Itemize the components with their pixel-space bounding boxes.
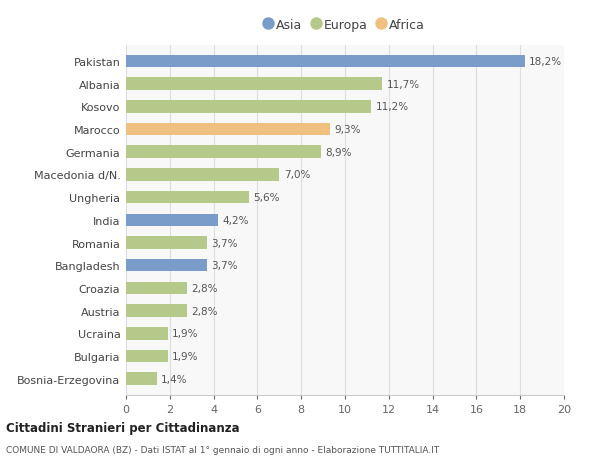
Bar bbox=[126, 101, 371, 113]
Text: 1,9%: 1,9% bbox=[172, 351, 199, 361]
Text: 1,9%: 1,9% bbox=[172, 329, 199, 339]
Text: 7,0%: 7,0% bbox=[284, 170, 310, 180]
Bar bbox=[126, 56, 524, 68]
Bar bbox=[126, 327, 167, 340]
Text: 18,2%: 18,2% bbox=[529, 57, 562, 67]
Bar bbox=[126, 146, 321, 159]
Bar bbox=[126, 191, 248, 204]
Text: 4,2%: 4,2% bbox=[223, 215, 249, 225]
Bar bbox=[126, 373, 157, 385]
Text: 3,7%: 3,7% bbox=[211, 238, 238, 248]
Bar bbox=[126, 305, 187, 317]
Bar bbox=[126, 282, 187, 295]
Bar bbox=[126, 350, 167, 363]
Bar bbox=[126, 259, 207, 272]
Text: 8,9%: 8,9% bbox=[325, 147, 352, 157]
Text: 2,8%: 2,8% bbox=[192, 283, 218, 293]
Text: 11,2%: 11,2% bbox=[376, 102, 409, 112]
Bar bbox=[126, 214, 218, 227]
Bar bbox=[126, 78, 382, 90]
Bar bbox=[126, 123, 329, 136]
Text: 5,6%: 5,6% bbox=[253, 193, 280, 203]
Text: 9,3%: 9,3% bbox=[334, 125, 361, 134]
Text: 2,8%: 2,8% bbox=[192, 306, 218, 316]
Text: COMUNE DI VALDAORA (BZ) - Dati ISTAT al 1° gennaio di ogni anno - Elaborazione T: COMUNE DI VALDAORA (BZ) - Dati ISTAT al … bbox=[6, 445, 439, 454]
Text: 11,7%: 11,7% bbox=[386, 79, 420, 90]
Text: Cittadini Stranieri per Cittadinanza: Cittadini Stranieri per Cittadinanza bbox=[6, 421, 239, 434]
Legend: Asia, Europa, Africa: Asia, Europa, Africa bbox=[260, 14, 430, 37]
Bar bbox=[126, 237, 207, 249]
Text: 1,4%: 1,4% bbox=[161, 374, 188, 384]
Text: 3,7%: 3,7% bbox=[211, 261, 238, 271]
Bar bbox=[126, 169, 280, 181]
